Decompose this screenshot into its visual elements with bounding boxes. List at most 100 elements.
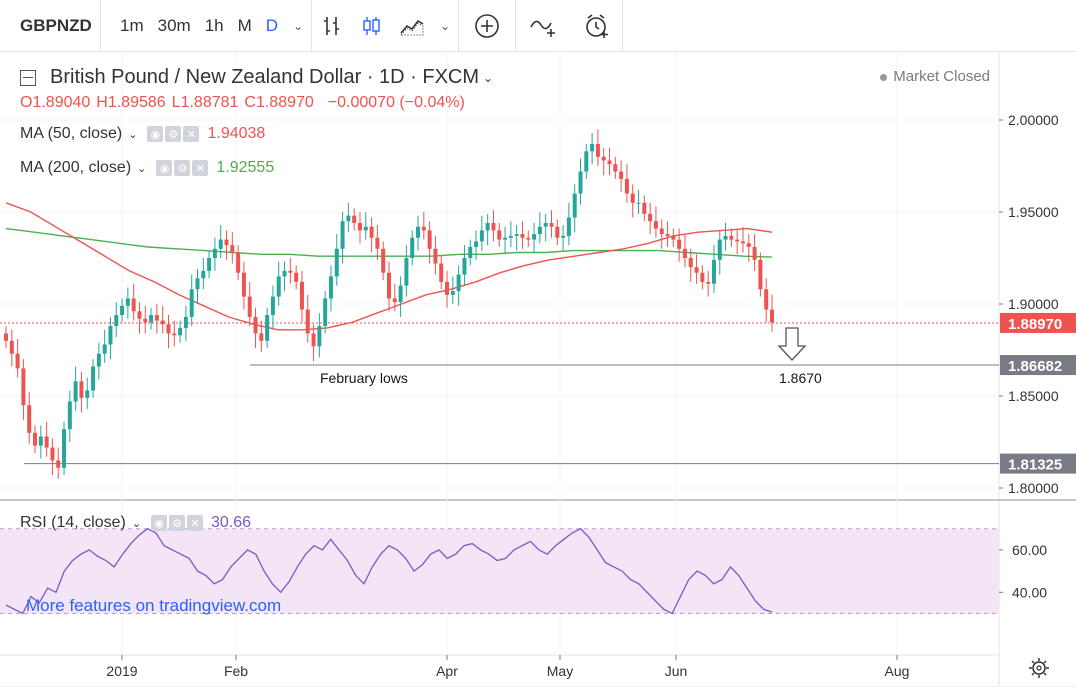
candle-body <box>723 235 728 240</box>
candle-body <box>62 429 67 468</box>
gear-icon[interactable]: ⚙ <box>169 515 186 531</box>
candle-body <box>79 381 84 398</box>
candle-body <box>729 235 734 240</box>
candle-body <box>218 239 223 249</box>
candle-body <box>27 405 32 433</box>
status-dot-icon <box>880 73 888 81</box>
ohlc-row: O1.89040 H1.89586 L1.88781 C1.88970 −0.0… <box>20 94 471 112</box>
rsi-band-fill <box>0 528 999 614</box>
price-tag-label: 1.81325 <box>1008 457 1062 474</box>
price-tag-label: 1.88970 <box>1008 316 1062 333</box>
candles-icon[interactable] <box>352 0 392 52</box>
candle-body <box>607 160 612 165</box>
candle-body <box>201 270 206 279</box>
candle-body <box>207 258 212 271</box>
rsi-chevron-down-icon[interactable]: ⌄ <box>131 517 142 530</box>
candle-body <box>137 311 142 319</box>
ma200-label: MA (200, close) <box>20 159 132 176</box>
candle-body <box>416 226 421 238</box>
market-status: Market Closed <box>880 68 990 85</box>
eye-icon[interactable]: ◉ <box>156 160 173 176</box>
indicator-icon[interactable] <box>516 0 572 52</box>
interval-1m[interactable]: 1m <box>120 15 144 35</box>
area-chart-icon[interactable] <box>392 0 432 52</box>
eye-icon[interactable]: ◉ <box>151 515 168 531</box>
candle-body <box>154 315 159 321</box>
candle-body <box>561 235 566 238</box>
candle-body <box>166 324 171 334</box>
interval-chevron-down-icon[interactable]: ⌄ <box>293 18 304 33</box>
bar-chart-icon[interactable] <box>312 0 352 52</box>
close-icon[interactable]: ✕ <box>183 126 200 142</box>
chart-title-row: British Pound / New Zealand Dollar · 1D … <box>20 66 493 89</box>
candle-body <box>102 344 107 354</box>
ma200-legend[interactable]: MA (200, close) ⌄ ◉ ⚙ ✕ 1.92555 <box>20 159 274 177</box>
alert-icon[interactable] <box>572 0 622 52</box>
price-tick-label: 1.80000 <box>1008 480 1059 496</box>
candle-body <box>706 281 711 284</box>
chart-type-chevron-down-icon[interactable]: ⌄ <box>440 18 451 33</box>
candle-body <box>526 237 531 240</box>
candle-body <box>421 226 426 231</box>
close-icon[interactable]: ✕ <box>187 515 204 531</box>
time-tick-label: Apr <box>436 663 458 679</box>
interval-day[interactable]: D <box>265 15 279 35</box>
plus-circle-icon[interactable] <box>459 0 515 52</box>
candle-body <box>270 296 275 316</box>
candle-body <box>21 368 26 406</box>
candle-body <box>543 223 548 227</box>
candle-body <box>143 318 148 323</box>
candle-body <box>9 340 14 354</box>
candle-body <box>125 298 130 306</box>
time-tick-label: Aug <box>885 663 910 679</box>
candle-body <box>671 235 676 240</box>
close-icon[interactable]: ✕ <box>192 160 209 176</box>
candle-body <box>73 381 78 402</box>
candle-body <box>259 333 264 341</box>
gear-icon[interactable] <box>1029 658 1049 678</box>
price-tick-label: 1.90000 <box>1008 296 1059 312</box>
rsi-legend[interactable]: RSI (14, close) ⌄ ◉ ⚙ ✕ 30.66 <box>20 514 251 532</box>
candle-body <box>178 327 183 336</box>
ma50-controls: ◉ ⚙ ✕ <box>147 126 200 142</box>
candles <box>4 129 774 479</box>
gear-icon[interactable]: ⚙ <box>165 126 182 142</box>
candle-body <box>108 326 113 345</box>
candle-body <box>572 193 577 218</box>
candle-body <box>50 447 55 461</box>
collapse-icon[interactable] <box>20 69 36 86</box>
gear-icon[interactable]: ⚙ <box>174 160 191 176</box>
candle-body <box>212 248 217 258</box>
candle-body <box>456 274 461 292</box>
symbol-search[interactable]: GBPNZD <box>20 15 92 35</box>
candle-body <box>555 226 560 238</box>
candle-body <box>508 235 513 238</box>
candle-body <box>764 289 769 310</box>
title-chevron-down-icon[interactable]: ⌄ <box>483 70 494 85</box>
candle-body <box>265 315 270 341</box>
rsi-controls: ◉ ⚙ ✕ <box>151 515 204 531</box>
interval-month[interactable]: M <box>237 15 252 35</box>
chart-canvas[interactable]: 2.00000 1.95000 1.90000 1.85000 1.80000 60.00… <box>0 52 1076 687</box>
ma50-legend[interactable]: MA (50, close) ⌄ ◉ ⚙ ✕ 1.94038 <box>20 125 265 143</box>
candle-body <box>149 315 154 323</box>
price-tick-label: 2.00000 <box>1008 112 1059 128</box>
time-tick-label: May <box>547 663 573 679</box>
interval-1h[interactable]: 1h <box>204 15 224 35</box>
eye-icon[interactable]: ◉ <box>147 126 164 142</box>
candle-body <box>601 156 606 161</box>
interval-30m[interactable]: 30m <box>157 15 191 35</box>
tradingview-link[interactable]: More features on tradingview.com <box>26 596 282 615</box>
candle-body <box>288 270 293 273</box>
ma50-chevron-down-icon[interactable]: ⌄ <box>128 128 138 141</box>
candle-body <box>357 223 362 231</box>
candle-body <box>740 241 745 244</box>
candle-body <box>334 248 339 277</box>
candle-body <box>189 289 194 317</box>
ma200-chevron-down-icon[interactable]: ⌄ <box>137 162 147 175</box>
time-axis-ticks: 2019 Feb Apr May Jun Aug <box>106 655 909 679</box>
candle-body <box>520 234 525 238</box>
price-tag-label: 1.86682 <box>1008 358 1062 375</box>
candle-body <box>15 353 20 369</box>
chart-title[interactable]: British Pound / New Zealand Dollar · 1D … <box>50 66 480 88</box>
